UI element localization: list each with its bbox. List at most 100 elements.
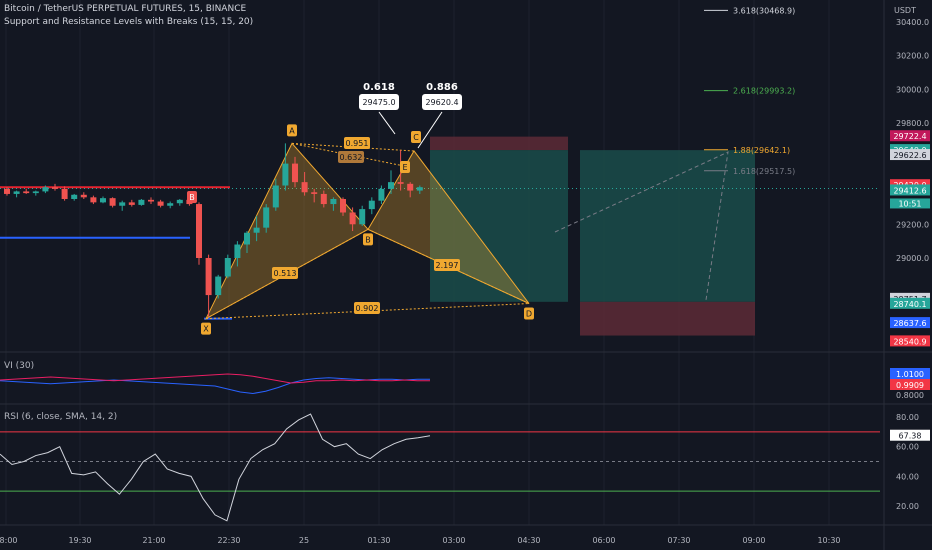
price-tick-label: 29200.0 bbox=[896, 220, 929, 229]
point-label-a: A bbox=[289, 126, 295, 135]
candle bbox=[349, 212, 356, 225]
candle bbox=[301, 182, 308, 193]
callout-box bbox=[359, 94, 399, 110]
ratio-badge bbox=[344, 137, 370, 149]
vi-badge-label: 1.0100 bbox=[896, 370, 924, 379]
price-badge bbox=[890, 335, 930, 347]
point-badge bbox=[287, 124, 297, 137]
vi-plus-line bbox=[0, 377, 430, 395]
projection-line bbox=[554, 151, 729, 301]
candle bbox=[4, 188, 10, 194]
candle bbox=[388, 182, 394, 189]
candle bbox=[196, 204, 202, 258]
candle bbox=[368, 200, 375, 210]
countdown-badge bbox=[890, 198, 930, 209]
rsi-badge-label: 67.38 bbox=[899, 432, 922, 441]
price-badge bbox=[890, 184, 930, 196]
time-tick-label: 04:30 bbox=[517, 536, 540, 545]
stop-zone-right bbox=[580, 301, 755, 336]
price-tick-label: 29000.0 bbox=[896, 254, 929, 263]
time-tick-label: 18:00 bbox=[0, 536, 18, 545]
price-badge bbox=[890, 130, 930, 142]
candle bbox=[138, 199, 145, 205]
candle bbox=[272, 185, 279, 208]
ratio-label: 0.632 bbox=[340, 153, 363, 162]
countdown-label: 10:51 bbox=[898, 199, 921, 208]
rsi-tick-label: 60.00 bbox=[896, 443, 919, 452]
fib-level-label: 2.618(29993.2) bbox=[733, 87, 795, 96]
ratio-label: 0.902 bbox=[356, 304, 379, 313]
point-badge bbox=[363, 233, 373, 246]
candle bbox=[100, 198, 106, 203]
time-tick-label: 21:00 bbox=[142, 536, 165, 545]
callout-price: 29620.4 bbox=[425, 98, 458, 107]
candle bbox=[128, 202, 135, 205]
callout-pointer bbox=[417, 111, 443, 149]
time-tick-label: 22:30 bbox=[217, 536, 240, 545]
price-badge-label: 28540.9 bbox=[893, 337, 926, 346]
break-label: B bbox=[189, 193, 195, 202]
indicator-title: Support and Resistance Levels with Break… bbox=[4, 17, 254, 27]
time-tick-label: 07:30 bbox=[667, 536, 690, 545]
ratio-label: 0.951 bbox=[346, 139, 369, 148]
candle bbox=[253, 227, 260, 233]
time-tick-label: 09:00 bbox=[742, 536, 765, 545]
callout-price: 29475.0 bbox=[362, 98, 395, 107]
e-label: E bbox=[402, 163, 407, 172]
callout-ratio: 0.618 bbox=[363, 82, 395, 93]
rsi-tick-label: 80.00 bbox=[896, 413, 919, 422]
candle bbox=[311, 192, 318, 194]
ratio-badge bbox=[354, 302, 380, 314]
rsi-tick-label: 20.00 bbox=[896, 502, 919, 511]
candle bbox=[119, 202, 126, 206]
point-label-b: B bbox=[365, 235, 371, 244]
price-badge-label: 29722.4 bbox=[893, 132, 926, 141]
candle bbox=[340, 199, 346, 213]
candle bbox=[244, 232, 250, 245]
candle bbox=[42, 187, 49, 192]
point-badge bbox=[524, 307, 534, 320]
candle bbox=[378, 188, 385, 201]
candle bbox=[90, 197, 97, 203]
price-badge-label: 28637.6 bbox=[893, 319, 926, 328]
price-badge bbox=[890, 297, 930, 309]
price-tick-label: 30200.0 bbox=[896, 52, 929, 61]
point-badge bbox=[411, 130, 421, 143]
candle bbox=[61, 188, 68, 199]
stop-zone-left bbox=[430, 136, 568, 151]
time-tick-label: 10:30 bbox=[817, 536, 840, 545]
price-tick-label: 30400.0 bbox=[896, 18, 929, 27]
candle bbox=[176, 199, 183, 204]
ratio-label: 0.513 bbox=[274, 269, 297, 278]
fib-level-label: 1.88(29642.1) bbox=[733, 146, 790, 155]
candle bbox=[205, 258, 212, 296]
ratio-badge bbox=[434, 259, 460, 271]
candle bbox=[234, 244, 241, 258]
target-zone-left bbox=[430, 150, 568, 302]
time-tick-label: 25 bbox=[299, 536, 309, 545]
candle bbox=[407, 183, 414, 191]
candle bbox=[148, 199, 154, 202]
candle bbox=[109, 198, 116, 206]
time-tick-label: 01:30 bbox=[367, 536, 390, 545]
vi-badge bbox=[890, 368, 930, 379]
point-label-c: C bbox=[413, 133, 419, 142]
vi-minus-line bbox=[0, 373, 430, 384]
time-tick-label: 06:00 bbox=[592, 536, 615, 545]
candle bbox=[52, 187, 58, 189]
vi-badge bbox=[890, 379, 930, 390]
callout-ratio: 0.886 bbox=[426, 82, 458, 93]
point-label-x: X bbox=[203, 325, 209, 334]
time-tick-label: 19:30 bbox=[68, 536, 91, 545]
price-badge-label: 29622.6 bbox=[893, 151, 926, 160]
point-label-d: D bbox=[526, 310, 532, 319]
rsi-line bbox=[0, 413, 431, 522]
price-badge-label: 28740.1 bbox=[893, 300, 926, 309]
candle bbox=[32, 191, 39, 194]
vi-tick-label: 0.8000 bbox=[896, 391, 924, 400]
point-badge bbox=[201, 322, 211, 335]
rsi-label: RSI (6, close, SMA, 14, 2) bbox=[4, 412, 118, 422]
e-badge bbox=[400, 161, 410, 173]
candle bbox=[320, 193, 327, 205]
